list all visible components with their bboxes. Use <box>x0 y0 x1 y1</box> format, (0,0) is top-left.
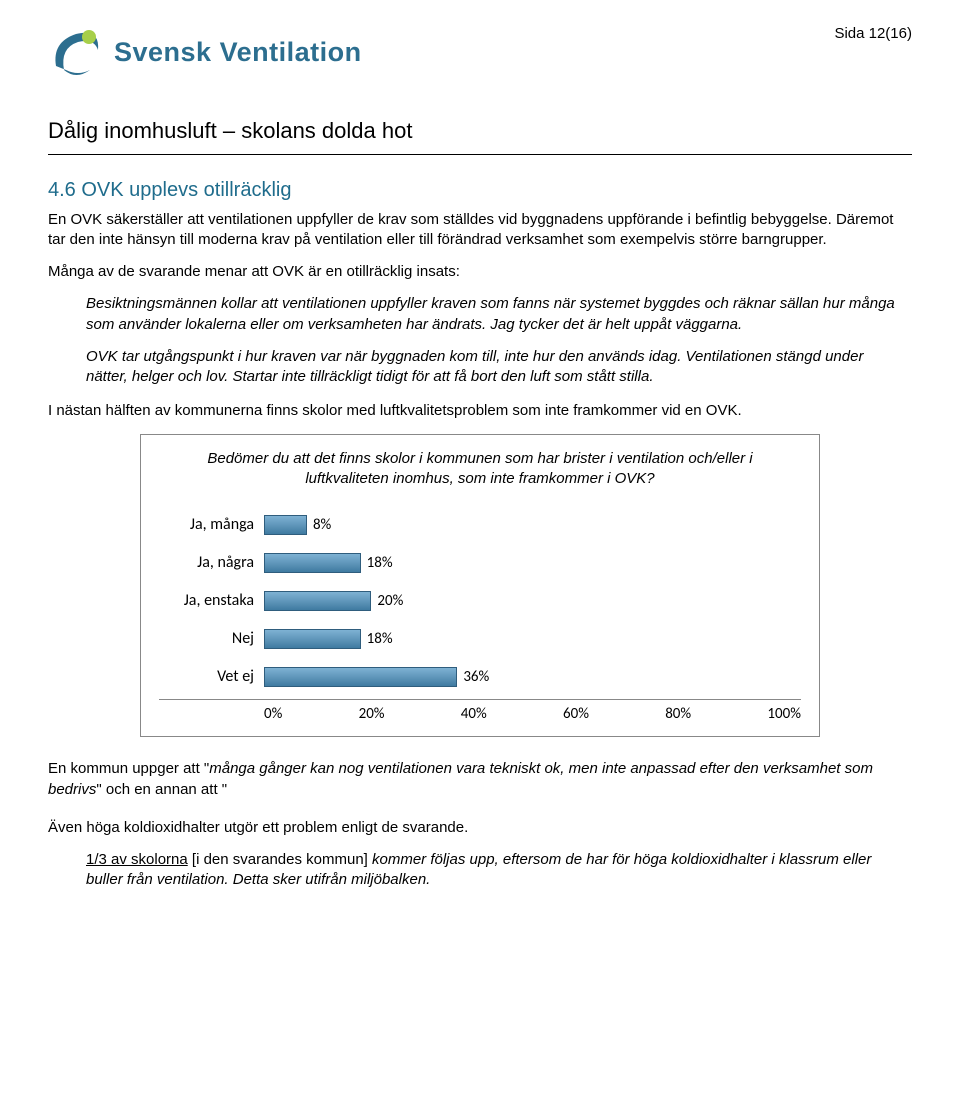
underlined-text: 1/3 av skolorna <box>86 851 188 868</box>
document-title: Dålig inomhusluft – skolans dolda hot <box>48 116 912 155</box>
chart-category-label: Vet ej <box>159 666 264 688</box>
chart-category-label: Nej <box>159 628 264 650</box>
chart-bar-track: 36% <box>264 666 801 688</box>
text: " och en annan att " <box>96 781 227 798</box>
survey-bar-chart: Bedömer du att det finns skolor i kommun… <box>140 434 820 738</box>
chart-value-label: 8% <box>313 515 331 535</box>
swoosh-icon <box>48 24 104 80</box>
chart-x-axis: 0% 20% 40% 60% 80% 100% <box>159 699 801 724</box>
chart-row: Nej 18% <box>159 623 801 655</box>
quote-text: Besiktningsmännen kollar att ventilation… <box>86 294 902 335</box>
chart-bar <box>264 667 457 687</box>
page-header: Svensk Ventilation Sida 12(16) <box>48 24 912 80</box>
chart-title: Bedömer du att det finns skolor i kommun… <box>187 449 773 490</box>
chart-category-label: Ja, enstaka <box>159 590 264 612</box>
body-paragraph: En kommun uppger att "många gånger kan n… <box>48 759 912 800</box>
brand-name: Svensk Ventilation <box>114 34 362 70</box>
body-paragraph: En OVK säkerställer att ventilationen up… <box>48 210 912 251</box>
body-paragraph: Även höga koldioxidhalter utgör ett prob… <box>48 818 912 838</box>
chart-axis-tick: 60% <box>563 704 589 724</box>
text: En kommun uppger att " <box>48 760 209 777</box>
chart-axis-tick: 80% <box>665 704 691 724</box>
page-number: Sida 12(16) <box>834 24 912 44</box>
chart-value-label: 36% <box>463 667 489 687</box>
chart-axis-tick: 40% <box>461 704 487 724</box>
bracket-text: [i den svarandes kommun] <box>188 851 372 868</box>
body-paragraph: I nästan hälften av kommunerna finns sko… <box>48 401 912 421</box>
chart-row: Ja, enstaka 20% <box>159 585 801 617</box>
chart-axis-tick: 20% <box>359 704 385 724</box>
chart-bar <box>264 553 361 573</box>
chart-row: Ja, många 8% <box>159 509 801 541</box>
chart-row: Ja, några 18% <box>159 547 801 579</box>
chart-axis-tick: 0% <box>264 704 282 724</box>
chart-value-label: 18% <box>367 553 393 573</box>
chart-row: Vet ej 36% <box>159 661 801 693</box>
chart-value-label: 20% <box>377 591 403 611</box>
chart-bar-track: 18% <box>264 552 801 574</box>
chart-bars-container: Ja, många 8% Ja, några 18% Ja, enstaka 20% Nej… <box>159 509 801 693</box>
section-heading: 4.6 OVK upplevs otillräcklig <box>48 177 912 204</box>
chart-bar-track: 8% <box>264 514 801 536</box>
chart-category-label: Ja, några <box>159 552 264 574</box>
chart-bar <box>264 515 307 535</box>
quote-text: 1/3 av skolorna [i den svarandes kommun]… <box>86 850 902 891</box>
body-paragraph: Många av de svarande menar att OVK är en… <box>48 262 912 282</box>
chart-axis-tick: 100% <box>767 704 801 724</box>
chart-bar-track: 18% <box>264 628 801 650</box>
chart-value-label: 18% <box>367 629 393 649</box>
quote-block: Besiktningsmännen kollar att ventilation… <box>86 294 902 387</box>
chart-bar-track: 20% <box>264 590 801 612</box>
chart-bar <box>264 591 371 611</box>
brand-logo: Svensk Ventilation <box>48 24 362 80</box>
quote-text: OVK tar utgångspunkt i hur kraven var nä… <box>86 347 902 388</box>
chart-category-label: Ja, många <box>159 514 264 536</box>
chart-bar <box>264 629 361 649</box>
